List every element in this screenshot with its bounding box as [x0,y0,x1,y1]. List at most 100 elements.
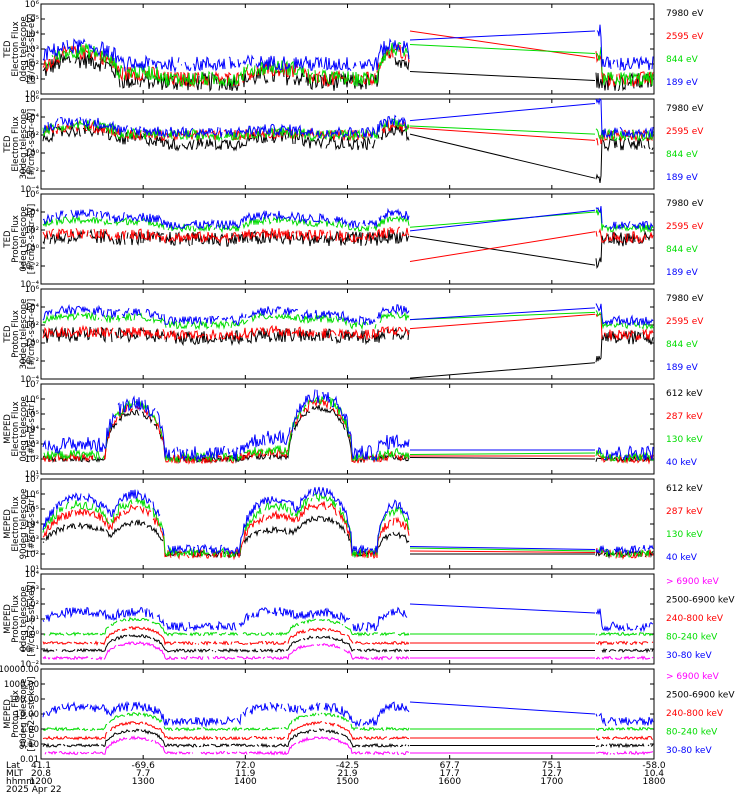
series--6900-kev [44,735,654,756]
series--6900-kev [42,640,654,661]
series-844-ev [42,209,654,234]
series-80-240-kev [42,712,654,732]
legend-entry: 287 keV [666,412,703,422]
y-axis-label-line: MEPED [3,604,13,634]
y-tick-label: 10⁴ [25,113,40,123]
y-axis-label-line: [#/cm2-s-str-eV] [27,109,37,179]
legend-entry: 7980 eV [666,104,704,114]
y-tick-label: 10⁶ [25,395,40,405]
annotation-value: 1800 [643,777,666,787]
annotation-value: 10.4 [644,769,664,779]
annotation-value: 11.9 [235,769,255,779]
y-tick-label: 0.10 [20,740,39,750]
series-189-ev [42,24,654,74]
series-2500-6900-kev [42,633,654,654]
legend-entry: 844 eV [666,150,699,160]
y-tick-label: 10.00 [15,710,39,720]
series-line [42,712,654,732]
annotation-value: -42.5 [336,761,359,771]
y-tick-label: 10¹ [25,75,39,85]
series-240-800-kev [42,626,654,646]
legend-entry: 80-240 keV [666,728,718,738]
y-axis-label-line: Electron Flux [11,401,21,456]
annotation-value: 1300 [132,777,155,787]
legend-entry: 2500-6900 keV [666,691,735,701]
legend-entry: 40 keV [666,458,698,468]
y-axis-label-line: 90deg telescope [19,679,29,750]
y-tick-label: 10⁻² [20,167,39,177]
y-tick-label: 10⁰ [25,149,40,159]
annotation-value: 41.1 [31,761,51,771]
y-axis-label-line: 0deg telescope [19,16,29,81]
y-tick-label: 10⁷ [25,475,40,485]
y-axis-label-line: TED [3,135,13,154]
y-tick-label: 10¹ [25,470,39,480]
series-80-240-kev [43,616,654,637]
series-line [42,633,654,654]
y-tick-label: 10³ [25,585,39,595]
series-line [42,720,654,741]
legend-entry: 7980 eV [666,9,704,19]
series-844-ev [42,118,654,143]
y-axis-label-line: Proton Flux [11,595,21,643]
series-130-kev [42,491,653,559]
y-tick-label: 10000.00 [0,665,39,675]
y-tick-label: 10⁶ [25,0,40,10]
y-axis-label-line: Proton Flux [11,690,21,738]
legend-entry: 844 eV [666,55,699,65]
legend-entry: 612 keV [666,484,703,494]
legend-entry: 189 eV [666,268,699,278]
annotation-value: 7.7 [136,769,150,779]
y-axis-label-line: [#/cm2-s-str-eV] [27,14,37,84]
legend-entry: 844 eV [666,245,699,255]
legend-entry: > 6900 keV [666,577,720,587]
legend-entry: 844 eV [666,340,699,350]
legend-entry: 130 keV [666,435,703,445]
y-axis-label-line: MEPED [3,509,13,539]
y-tick-label: 10⁶ [25,285,40,295]
date-label: 2025 Apr 22 [6,785,62,795]
legend-entry: 80-240 keV [666,633,718,643]
y-tick-label: 10⁴ [25,303,40,313]
plot-frame [40,98,655,190]
annotation-value: -69.6 [132,761,156,771]
y-tick-label: 10² [25,600,39,610]
legend-entry: 2595 eV [666,32,704,42]
series-line [42,640,654,661]
series-line [42,603,654,633]
y-tick-label: 10⁻⁴ [20,280,39,290]
series-189-ev [42,97,654,139]
series-line [44,735,654,756]
y-axis-label-line: [#/cm2-s-str-eV] [27,299,37,369]
series-line [42,626,654,646]
series-30-80-kev [42,700,654,728]
y-tick-label: 1.00 [20,725,39,735]
y-tick-label: 10⁴ [25,520,40,530]
annotation-value: 12.7 [542,769,562,779]
series-line [42,491,653,559]
legend-entry: 30-80 keV [666,651,712,661]
series-line [42,728,654,749]
time-axis-annotation: Lat 41.1 -69.6 72.0 -42.5 67.7 75.1 -58.0 MLT 20.… [6,761,666,795]
annotation-value: 1500 [336,777,359,787]
series-line [42,209,654,234]
legend-entry: 287 keV [666,507,703,517]
y-tick-label: 10⁶ [25,95,40,105]
series-line [42,486,654,556]
y-tick-label: 10¹ [25,615,39,625]
series-40-kev [42,486,654,556]
annotation-row-label: hhmm [6,777,35,787]
y-axis-label-line: 0deg telescope [19,396,29,461]
y-tick-label: 10⁷ [25,380,40,390]
annotation-value: 1700 [540,777,563,787]
annotation-value: 72.0 [235,761,255,771]
annotation-value: 20.8 [31,769,51,779]
series-189-ev [42,303,654,327]
y-tick-label: 100.00 [9,695,39,705]
y-tick-label: 10⁵ [25,410,39,420]
y-axis-label-line: TED [3,230,13,249]
annotation-value: 21.9 [337,769,357,779]
